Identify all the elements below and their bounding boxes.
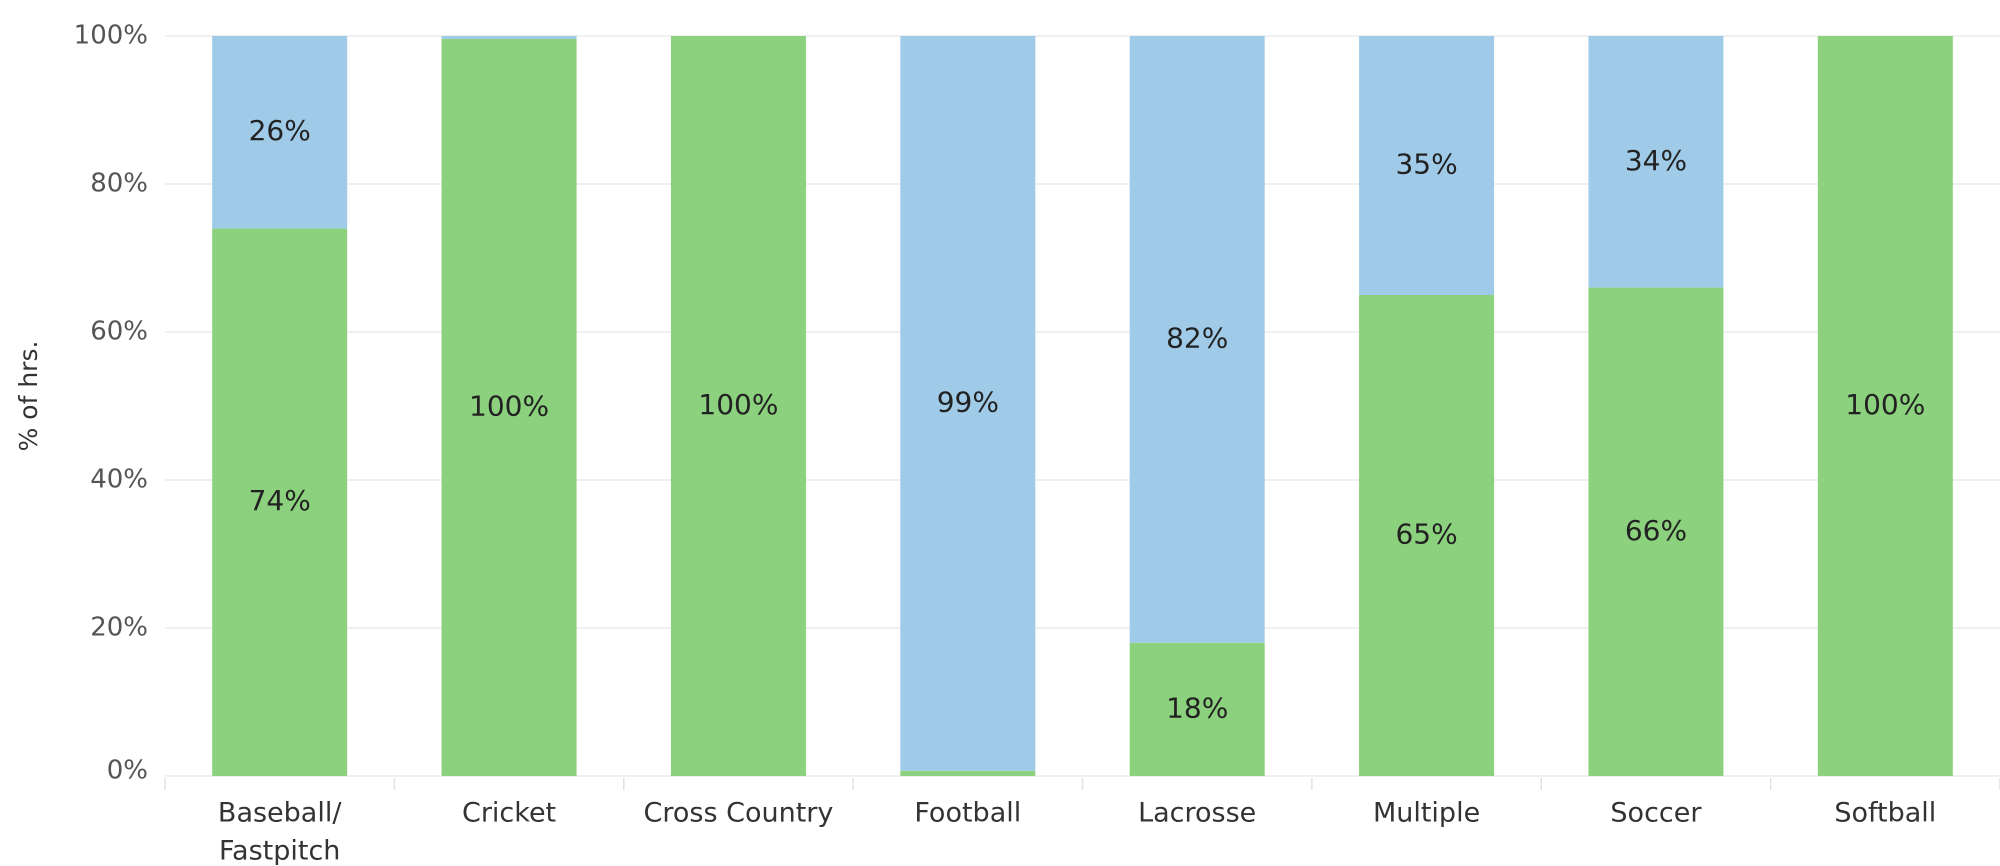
x-tick-label: Multiple [1373, 798, 1480, 829]
bar-segment [441, 36, 577, 39]
y-tick-label: 20% [90, 613, 148, 643]
bar-segment [1129, 36, 1265, 643]
y-tick-label: 80% [90, 169, 148, 199]
x-axis: Baseball/Fastpitch Cricket Cross Country Fo… [164, 778, 2000, 866]
bar-segment [900, 770, 1036, 776]
data-labels: 74% 26% 100% 100% 99% 18% 82% 65% 35% 66% 34% 100% [249, 114, 1926, 724]
bar-segment [1129, 642, 1265, 776]
bar-segment [900, 36, 1036, 771]
bar-segment [1588, 287, 1724, 776]
x-tick-label: Baseball/ [218, 798, 342, 829]
data-label: 99% [937, 385, 999, 418]
bar-segment [212, 36, 348, 229]
bar-segment [1359, 295, 1495, 776]
bar-segment [1817, 36, 1953, 776]
bar-segment [1359, 36, 1495, 295]
bars [212, 36, 1953, 776]
data-label: 66% [1625, 514, 1687, 547]
data-label: 65% [1395, 518, 1457, 551]
x-tick-label: Soccer [1610, 798, 1702, 829]
data-label: 35% [1395, 148, 1457, 181]
data-label: 100% [1845, 388, 1925, 421]
y-tick-label: 60% [90, 317, 148, 347]
y-tick-label: 0% [107, 756, 148, 786]
x-tick-label: Fastpitch [219, 836, 340, 866]
bar-segment [670, 36, 806, 776]
x-tick-label: Football [914, 798, 1021, 829]
data-label: 82% [1166, 321, 1228, 354]
data-label: 26% [249, 114, 311, 147]
x-tick-label: Softball [1834, 798, 1936, 829]
bar-segment [441, 38, 577, 776]
y-tick-label: 100% [74, 21, 148, 51]
x-tick-label: Cross Country [644, 798, 834, 829]
bar-segment [212, 228, 348, 776]
x-tick-label: Cricket [462, 798, 556, 829]
x-tick-label: Lacrosse [1138, 798, 1256, 829]
data-label: 34% [1625, 144, 1687, 177]
y-axis: 0% 20% 40% 60% 80% 100% [74, 21, 148, 786]
data-label: 100% [698, 388, 778, 421]
gridlines [165, 35, 2000, 777]
bar-segment [1588, 36, 1724, 288]
data-label: 100% [469, 389, 549, 422]
y-axis-title: % of hrs. [14, 341, 43, 452]
y-tick-label: 40% [90, 465, 148, 495]
data-label: 18% [1166, 691, 1228, 724]
data-label: 74% [249, 484, 311, 517]
